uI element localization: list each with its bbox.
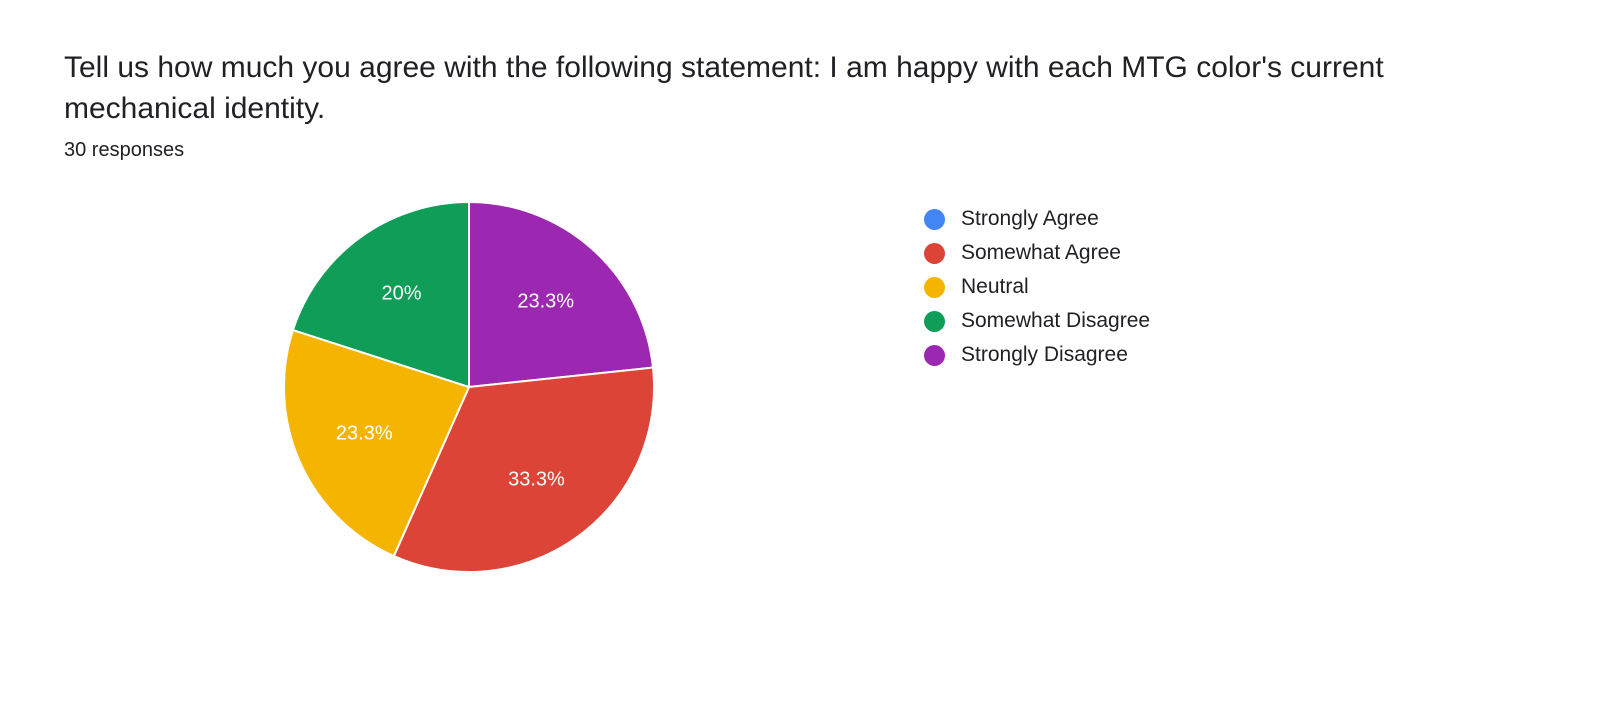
legend-swatch-icon [924,209,945,230]
chart-container: Tell us how much you agree with the foll… [0,0,1600,572]
legend-item[interactable]: Neutral [924,275,1150,299]
legend-label: Neutral [961,275,1029,299]
slice-label: 23.3% [517,290,574,313]
legend-swatch-icon [924,311,945,332]
slice-label: 20% [382,283,422,306]
question-title: Tell us how much you agree with the foll… [64,48,1504,129]
legend: Strongly Agree Somewhat Agree Neutral Somew… [924,207,1150,377]
legend-swatch-icon [924,345,945,366]
legend-label: Strongly Agree [961,207,1099,231]
legend-label: Strongly Disagree [961,343,1128,367]
chart-area: 23.3% 33.3% 23.3% 20% Strongly Agree Somewha… [64,202,1536,572]
slice-label: 23.3% [336,422,393,445]
pie-svg [284,202,654,572]
legend-item[interactable]: Strongly Disagree [924,343,1150,367]
legend-swatch-icon [924,277,945,298]
legend-label: Somewhat Disagree [961,309,1150,333]
legend-swatch-icon [924,243,945,264]
slice-label: 33.3% [508,468,565,491]
legend-item[interactable]: Somewhat Disagree [924,309,1150,333]
legend-item[interactable]: Somewhat Agree [924,241,1150,265]
legend-item[interactable]: Strongly Agree [924,207,1150,231]
legend-label: Somewhat Agree [961,241,1121,265]
pie-chart: 23.3% 33.3% 23.3% 20% [284,202,654,572]
response-count: 30 responses [64,139,1536,162]
